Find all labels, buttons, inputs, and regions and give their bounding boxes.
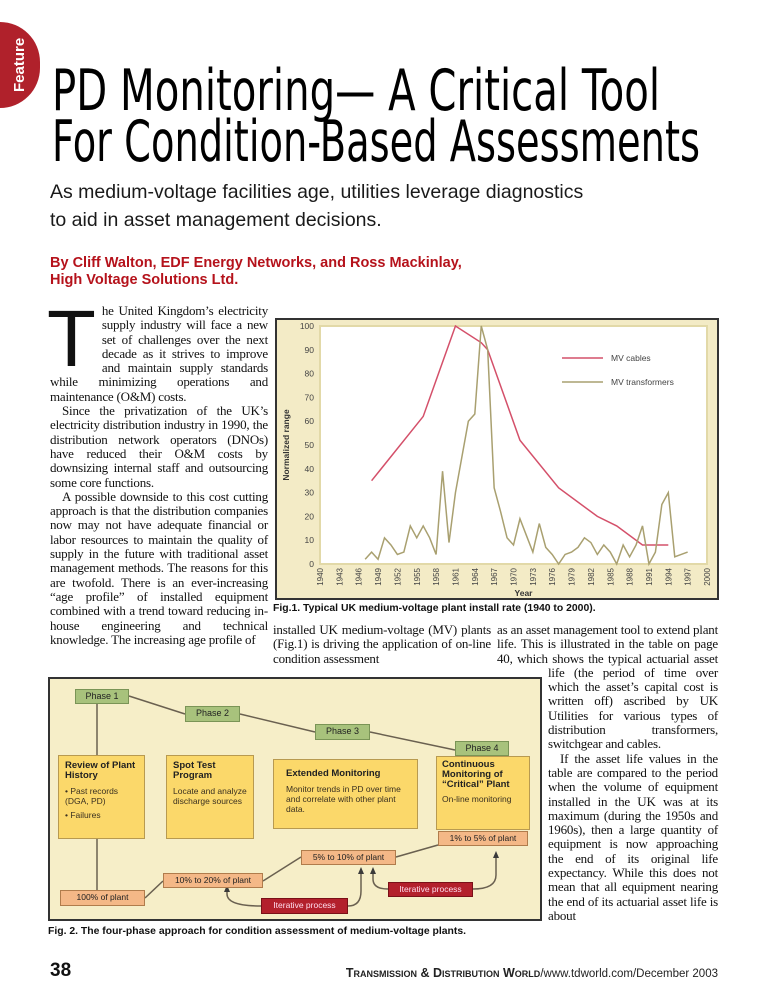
x-tick-label: 1958	[432, 567, 441, 585]
byline: By Cliff Walton, EDF Energy Networks, an…	[50, 255, 650, 289]
fig1-chart: 0 10 20 30 40 50 60 70 80 90 100 1940 1943 1946 1949 19…	[275, 318, 719, 600]
phase-4-box: Phase 4	[455, 741, 509, 756]
y-tick-label: 20	[305, 511, 315, 521]
coverage-10-20-percent: 10% to 20% of plant	[163, 873, 263, 888]
y-tick-label: 80	[305, 369, 315, 379]
x-tick-label: 1994	[664, 567, 673, 585]
footer-publication: Transmission & Distribution World/www.td…	[346, 966, 718, 980]
series-line-mv-cables	[371, 324, 669, 546]
y-tick-label: 50	[305, 440, 315, 450]
step-review-plant-history: Review of Plant History • Past records (…	[58, 755, 145, 839]
url-date: /www.tdworld.com/December 2003	[540, 968, 718, 980]
headline-line-1: PD Monitoring— A Critical Tool	[52, 60, 660, 124]
step-item: Locate and analyze discharge sources	[173, 786, 247, 806]
headline: PD Monitoring— A Critical Tool For Condi…	[52, 60, 700, 172]
publication-name: Transmission & Distribution World	[345, 966, 541, 980]
fig2-caption: Fig. 2. The four-phase approach for cond…	[48, 926, 466, 937]
y-tick-label: 0	[309, 559, 314, 569]
iterative-process-1: Iterative process	[261, 898, 348, 914]
section-label: Feature	[11, 37, 28, 93]
legend-label: MV cables	[611, 353, 651, 363]
x-tick-label: 1967	[490, 567, 499, 585]
x-tick-label: 1943	[335, 567, 344, 585]
x-tick-label: 1982	[587, 567, 596, 585]
y-tick-label: 90	[305, 345, 315, 355]
step-continuous-monitoring: Continuous Monitoring of “Critical” Plan…	[436, 756, 530, 830]
y-tick-label: 40	[305, 464, 315, 474]
step-title: Review of Plant History	[65, 760, 136, 781]
step-item: On-line monitoring	[442, 794, 512, 804]
y-axis-label: Normalized range	[281, 409, 291, 481]
step-extended-monitoring: Extended Monitoring Monitor trends in PD…	[273, 759, 418, 829]
paragraph: as an asset management tool to extend pl…	[497, 622, 718, 752]
x-tick-label: 1991	[645, 567, 654, 585]
paragraph: A possible downside to this cost cutting…	[50, 488, 268, 647]
step-spot-test-program: Spot Test Program Locate and analyze dis…	[166, 755, 254, 839]
series-line-mv-transformers	[364, 325, 688, 567]
step-item: • Past records (DGA, PD)	[65, 786, 119, 806]
paragraph: If the asset life values in the table ar…	[548, 750, 718, 923]
paragraph: he United Kingdom’s electricity supply i…	[50, 303, 268, 404]
subtitle-line: to aid in asset management decisions.	[50, 209, 382, 231]
coverage-1-5-percent: 1% to 5% of plant	[438, 831, 528, 846]
y-tick-label: 30	[305, 488, 315, 498]
headline-line-2: For Condition-Based Assessments	[52, 109, 700, 172]
page-number: 38	[50, 960, 72, 981]
x-tick-label: 1961	[451, 567, 460, 585]
x-tick-label: 2000	[703, 567, 712, 585]
y-tick-label: 60	[305, 416, 315, 426]
paragraph: installed UK medium-voltage (MV) plants …	[273, 622, 491, 666]
legend-label: MV transformers	[611, 377, 674, 387]
coverage-5-10-percent: 5% to 10% of plant	[301, 850, 396, 865]
paragraph: Since the privatization of the UK’s elec…	[50, 403, 268, 490]
fig2-diagram: Phase 1 Phase 2 Phase 3 Phase 4 Review o…	[48, 677, 542, 921]
step-title: Extended Monitoring	[286, 768, 381, 779]
x-tick-label: 1979	[568, 567, 577, 585]
phase-1-box: Phase 1	[75, 689, 129, 704]
step-item: Monitor trends in PD over time and corre…	[286, 784, 401, 814]
subtitle-line: As medium-voltage facilities age, utilit…	[50, 181, 584, 203]
diagram-connectors	[96, 695, 499, 907]
y-tick-label: 100	[300, 321, 314, 331]
body-column-3: as an asset management tool to extend pl…	[497, 622, 718, 986]
x-tick-label: 1946	[355, 567, 364, 585]
x-tick-label: 1949	[374, 567, 383, 585]
body-column-1: T he United Kingdom’s electricity supply…	[47, 294, 268, 647]
x-tick-label: 1985	[606, 567, 615, 585]
subtitle: As medium-voltage facilities age, utilit…	[50, 178, 750, 234]
coverage-100-percent: 100% of plant	[60, 890, 145, 906]
x-tick-label: 1964	[471, 567, 480, 585]
step-title: Continuous Monitoring of “Critical” Plan…	[442, 759, 510, 790]
x-tick-label: 1997	[684, 567, 693, 585]
byline-line: High Voltage Solutions Ltd.	[50, 272, 239, 288]
step-item: • Failures	[65, 810, 101, 820]
fig1-caption: Fig.1. Typical UK medium-voltage plant i…	[273, 603, 596, 614]
x-tick-label: 1952	[393, 567, 402, 585]
x-tick-label: 1970	[510, 567, 519, 585]
x-tick-label: 1988	[626, 567, 635, 585]
iterative-process-2: Iterative process	[388, 882, 473, 897]
step-title: Spot Test Program	[173, 760, 216, 781]
x-axis-label: Year	[515, 588, 534, 598]
x-tick-label: 1976	[548, 567, 557, 585]
phase-2-box: Phase 2	[185, 706, 240, 722]
x-tick-label: 1973	[529, 567, 538, 585]
y-tick-label: 70	[305, 392, 315, 402]
phase-3-box: Phase 3	[315, 724, 370, 740]
plot-area	[319, 325, 708, 565]
y-tick-label: 10	[305, 535, 315, 545]
drop-cap: T	[47, 294, 96, 383]
byline-line: By Cliff Walton, EDF Energy Networks, an…	[50, 255, 462, 271]
body-column-2: installed UK medium-voltage (MV) plants …	[273, 622, 491, 666]
x-tick-label: 1955	[413, 567, 422, 585]
x-tick-label: 1940	[316, 567, 325, 585]
